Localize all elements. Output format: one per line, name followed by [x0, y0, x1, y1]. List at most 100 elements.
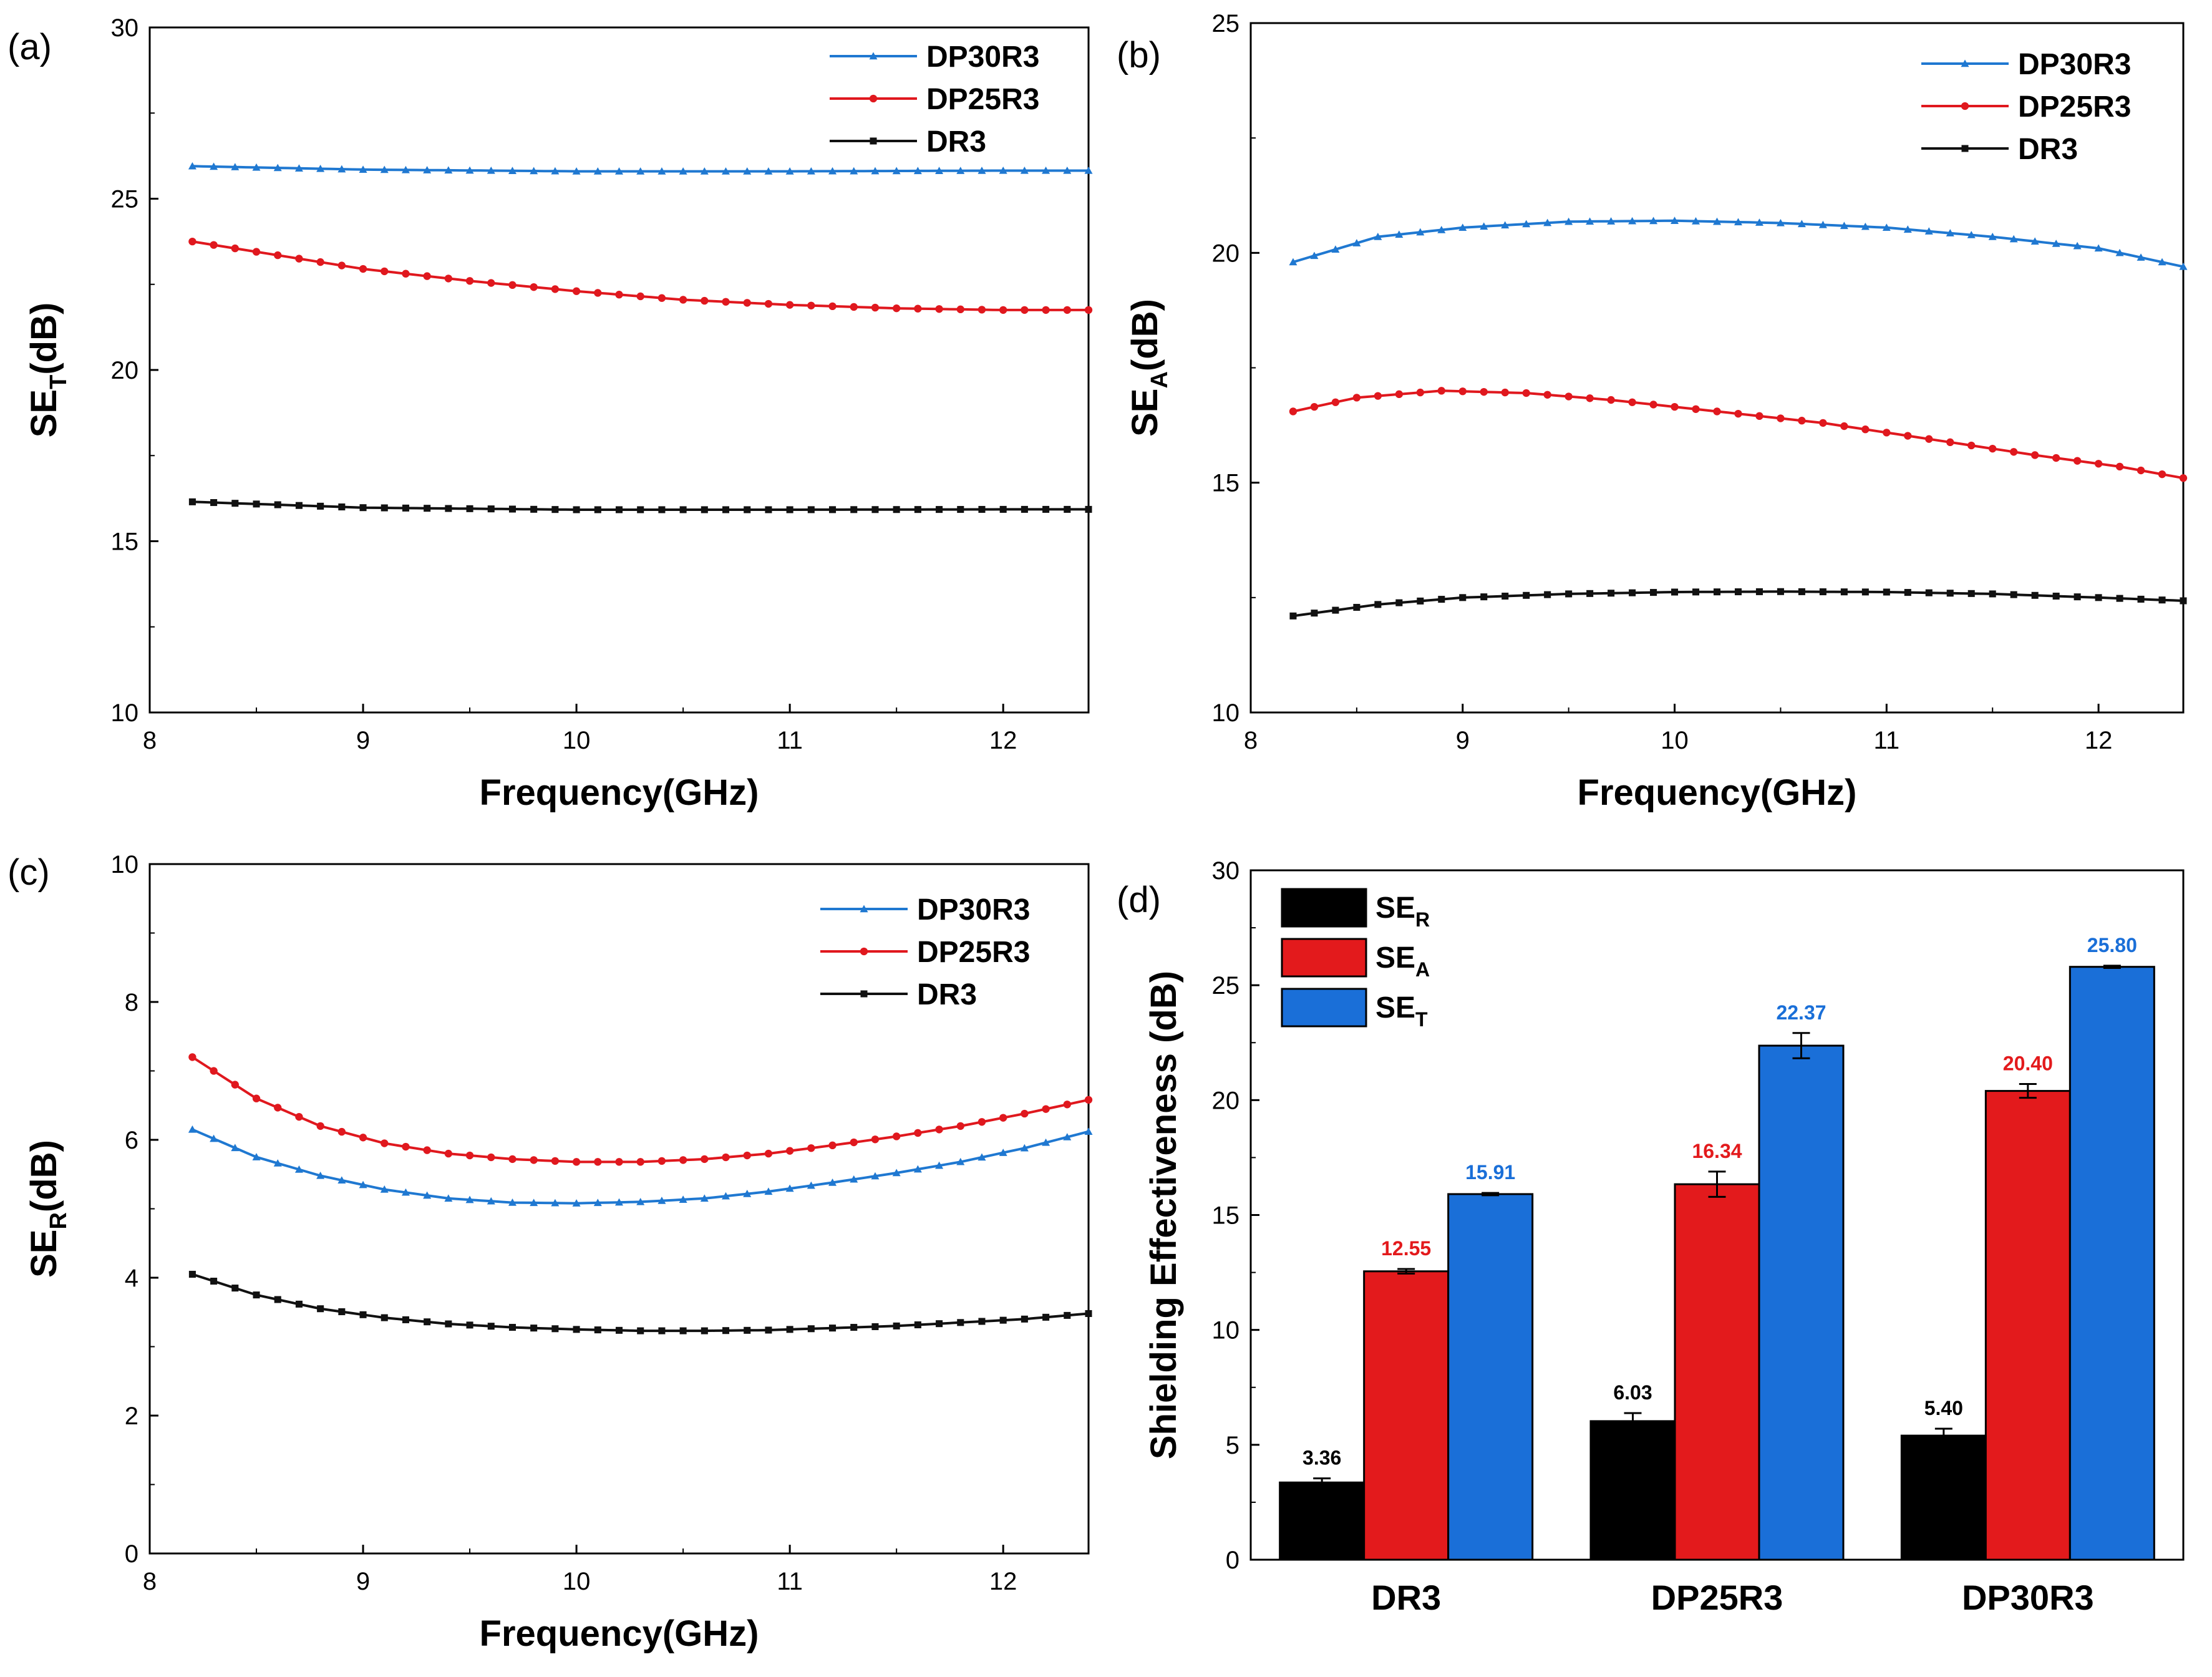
- data-point-DR3: [338, 503, 346, 511]
- data-point-DP30R3: [1840, 221, 1848, 230]
- y-tick-label: 8: [125, 989, 138, 1016]
- data-point-DP30R3: [210, 1134, 218, 1142]
- data-label: 5.40: [1924, 1397, 1963, 1419]
- y-axis-title-sub: R: [46, 1212, 72, 1229]
- data-point-DR3: [1374, 601, 1382, 608]
- bar-SET: [1758, 1044, 1845, 1561]
- data-point-DP30R3: [1310, 251, 1319, 260]
- data-point-DP25R3: [402, 270, 410, 278]
- data-point-DP25R3: [594, 1158, 602, 1166]
- data-point-DR3: [658, 1327, 666, 1334]
- data-point-DP25R3: [807, 301, 815, 309]
- data-point-DP30R3: [380, 165, 389, 173]
- data-point-DP30R3: [977, 1153, 986, 1161]
- data-point-DP25R3: [551, 285, 560, 293]
- data-point-DR3: [530, 1325, 538, 1332]
- data-point-DP30R3: [1331, 245, 1340, 253]
- data-point-DR3: [1755, 588, 1763, 595]
- data-point-DR3: [786, 506, 793, 513]
- legend-label-main: SE: [1375, 941, 1415, 975]
- legend-label-sub: A: [1415, 958, 1430, 981]
- panel-label: (d): [1117, 880, 1161, 920]
- data-point-DR3: [1085, 1310, 1092, 1317]
- data-point-DR3: [2052, 592, 2060, 600]
- data-point-DP25R3: [785, 1147, 794, 1155]
- data-point-DP30R3: [1946, 229, 1954, 236]
- data-point-DP30R3: [444, 1194, 453, 1202]
- legend-label-DR3: DR3: [2018, 133, 2078, 166]
- data-point-DR3: [893, 1322, 900, 1329]
- data-point-DP30R3: [615, 167, 623, 175]
- data-point-DP25R3: [1352, 394, 1361, 402]
- data-point-DR3: [1544, 591, 1551, 598]
- data-point-DR3: [701, 1327, 708, 1334]
- data-point-DP30R3: [508, 167, 517, 174]
- data-point-DR3: [765, 506, 772, 513]
- data-point-DP30R3: [700, 167, 709, 175]
- bar-SER: [1900, 1434, 1987, 1561]
- category-label-DR3: DR3: [1371, 1578, 1441, 1617]
- data-point-DP25R3: [1798, 417, 1806, 425]
- data-point-DR3: [317, 502, 324, 510]
- data-point-DP25R3: [1713, 407, 1721, 416]
- data-point-DR3: [1565, 590, 1573, 598]
- data-point-DP30R3: [871, 1172, 880, 1180]
- data-point-DP25R3: [828, 302, 837, 311]
- data-point-DR3: [701, 506, 708, 513]
- data-point-DP25R3: [359, 1134, 367, 1142]
- legend-label-sub: R: [1415, 908, 1430, 931]
- data-point-DP25R3: [337, 1127, 346, 1136]
- data-point-DR3: [402, 504, 409, 512]
- category-label-DP30R3: DP30R3: [1962, 1578, 2094, 1617]
- data-point-DP25R3: [615, 1158, 623, 1166]
- data-point-DP30R3: [380, 1185, 389, 1193]
- data-label: 12.55: [1381, 1237, 1431, 1260]
- data-point-DP25R3: [1861, 425, 1870, 434]
- data-point-DP25R3: [1734, 409, 1742, 418]
- data-point-DP30R3: [1607, 217, 1616, 225]
- data-point-DP25R3: [1586, 394, 1594, 402]
- data-point-DP25R3: [1628, 398, 1636, 406]
- data-point-DP25R3: [722, 1153, 730, 1162]
- data-point-DP30R3: [1734, 218, 1742, 226]
- y-tick-label: 10: [1212, 699, 1240, 727]
- data-point-DP25R3: [956, 305, 964, 314]
- x-tick-label: 9: [356, 727, 370, 754]
- data-point-DR3: [402, 1316, 409, 1323]
- legend-label-DR3: DR3: [926, 125, 986, 158]
- data-point-DP25R3: [807, 1144, 815, 1152]
- data-point-DP30R3: [572, 167, 581, 175]
- data-point-DP25R3: [1883, 429, 1891, 437]
- data-point-DR3: [295, 1300, 303, 1308]
- data-point-DR3: [188, 498, 196, 505]
- data-point-DP30R3: [252, 163, 261, 171]
- data-point-DP25R3: [977, 1118, 986, 1126]
- data-point-DR3: [253, 1291, 260, 1299]
- data-label: 6.03: [1613, 1381, 1652, 1404]
- data-point-DP25R3: [1021, 1109, 1029, 1118]
- data-point-DR3: [487, 505, 495, 513]
- data-point-DR3: [210, 499, 218, 507]
- data-point-DR3: [551, 506, 559, 513]
- data-point-DP25R3: [444, 1149, 453, 1158]
- data-point-DR3: [2095, 594, 2102, 601]
- data-point-DP30R3: [423, 1191, 432, 1199]
- data-point-DP30R3: [999, 166, 1007, 174]
- data-point-DP25R3: [359, 265, 367, 273]
- data-point-DP30R3: [1501, 221, 1510, 229]
- series-DR3: [188, 1270, 1092, 1334]
- x-tick-label: 11: [777, 727, 803, 754]
- legend-marker-DR3: [870, 137, 877, 145]
- legend-marker-DP25R3: [1961, 102, 1969, 110]
- data-point-DP30R3: [807, 1181, 815, 1189]
- data-point-DP30R3: [1289, 258, 1298, 266]
- legend-label-DP30R3: DP30R3: [917, 893, 1030, 926]
- data-point-DR3: [1021, 505, 1028, 513]
- series-line-DR3: [192, 1273, 1089, 1333]
- data-point-DP25R3: [381, 1139, 389, 1147]
- data-label: 3.36: [1302, 1447, 1341, 1469]
- panel-d: (d) 0 5 10 15 20 25 30 Shielding Effectiveness (…: [1117, 857, 2185, 1617]
- y-tick-label: 30: [1212, 857, 1240, 885]
- data-point-DR3: [1438, 596, 1445, 603]
